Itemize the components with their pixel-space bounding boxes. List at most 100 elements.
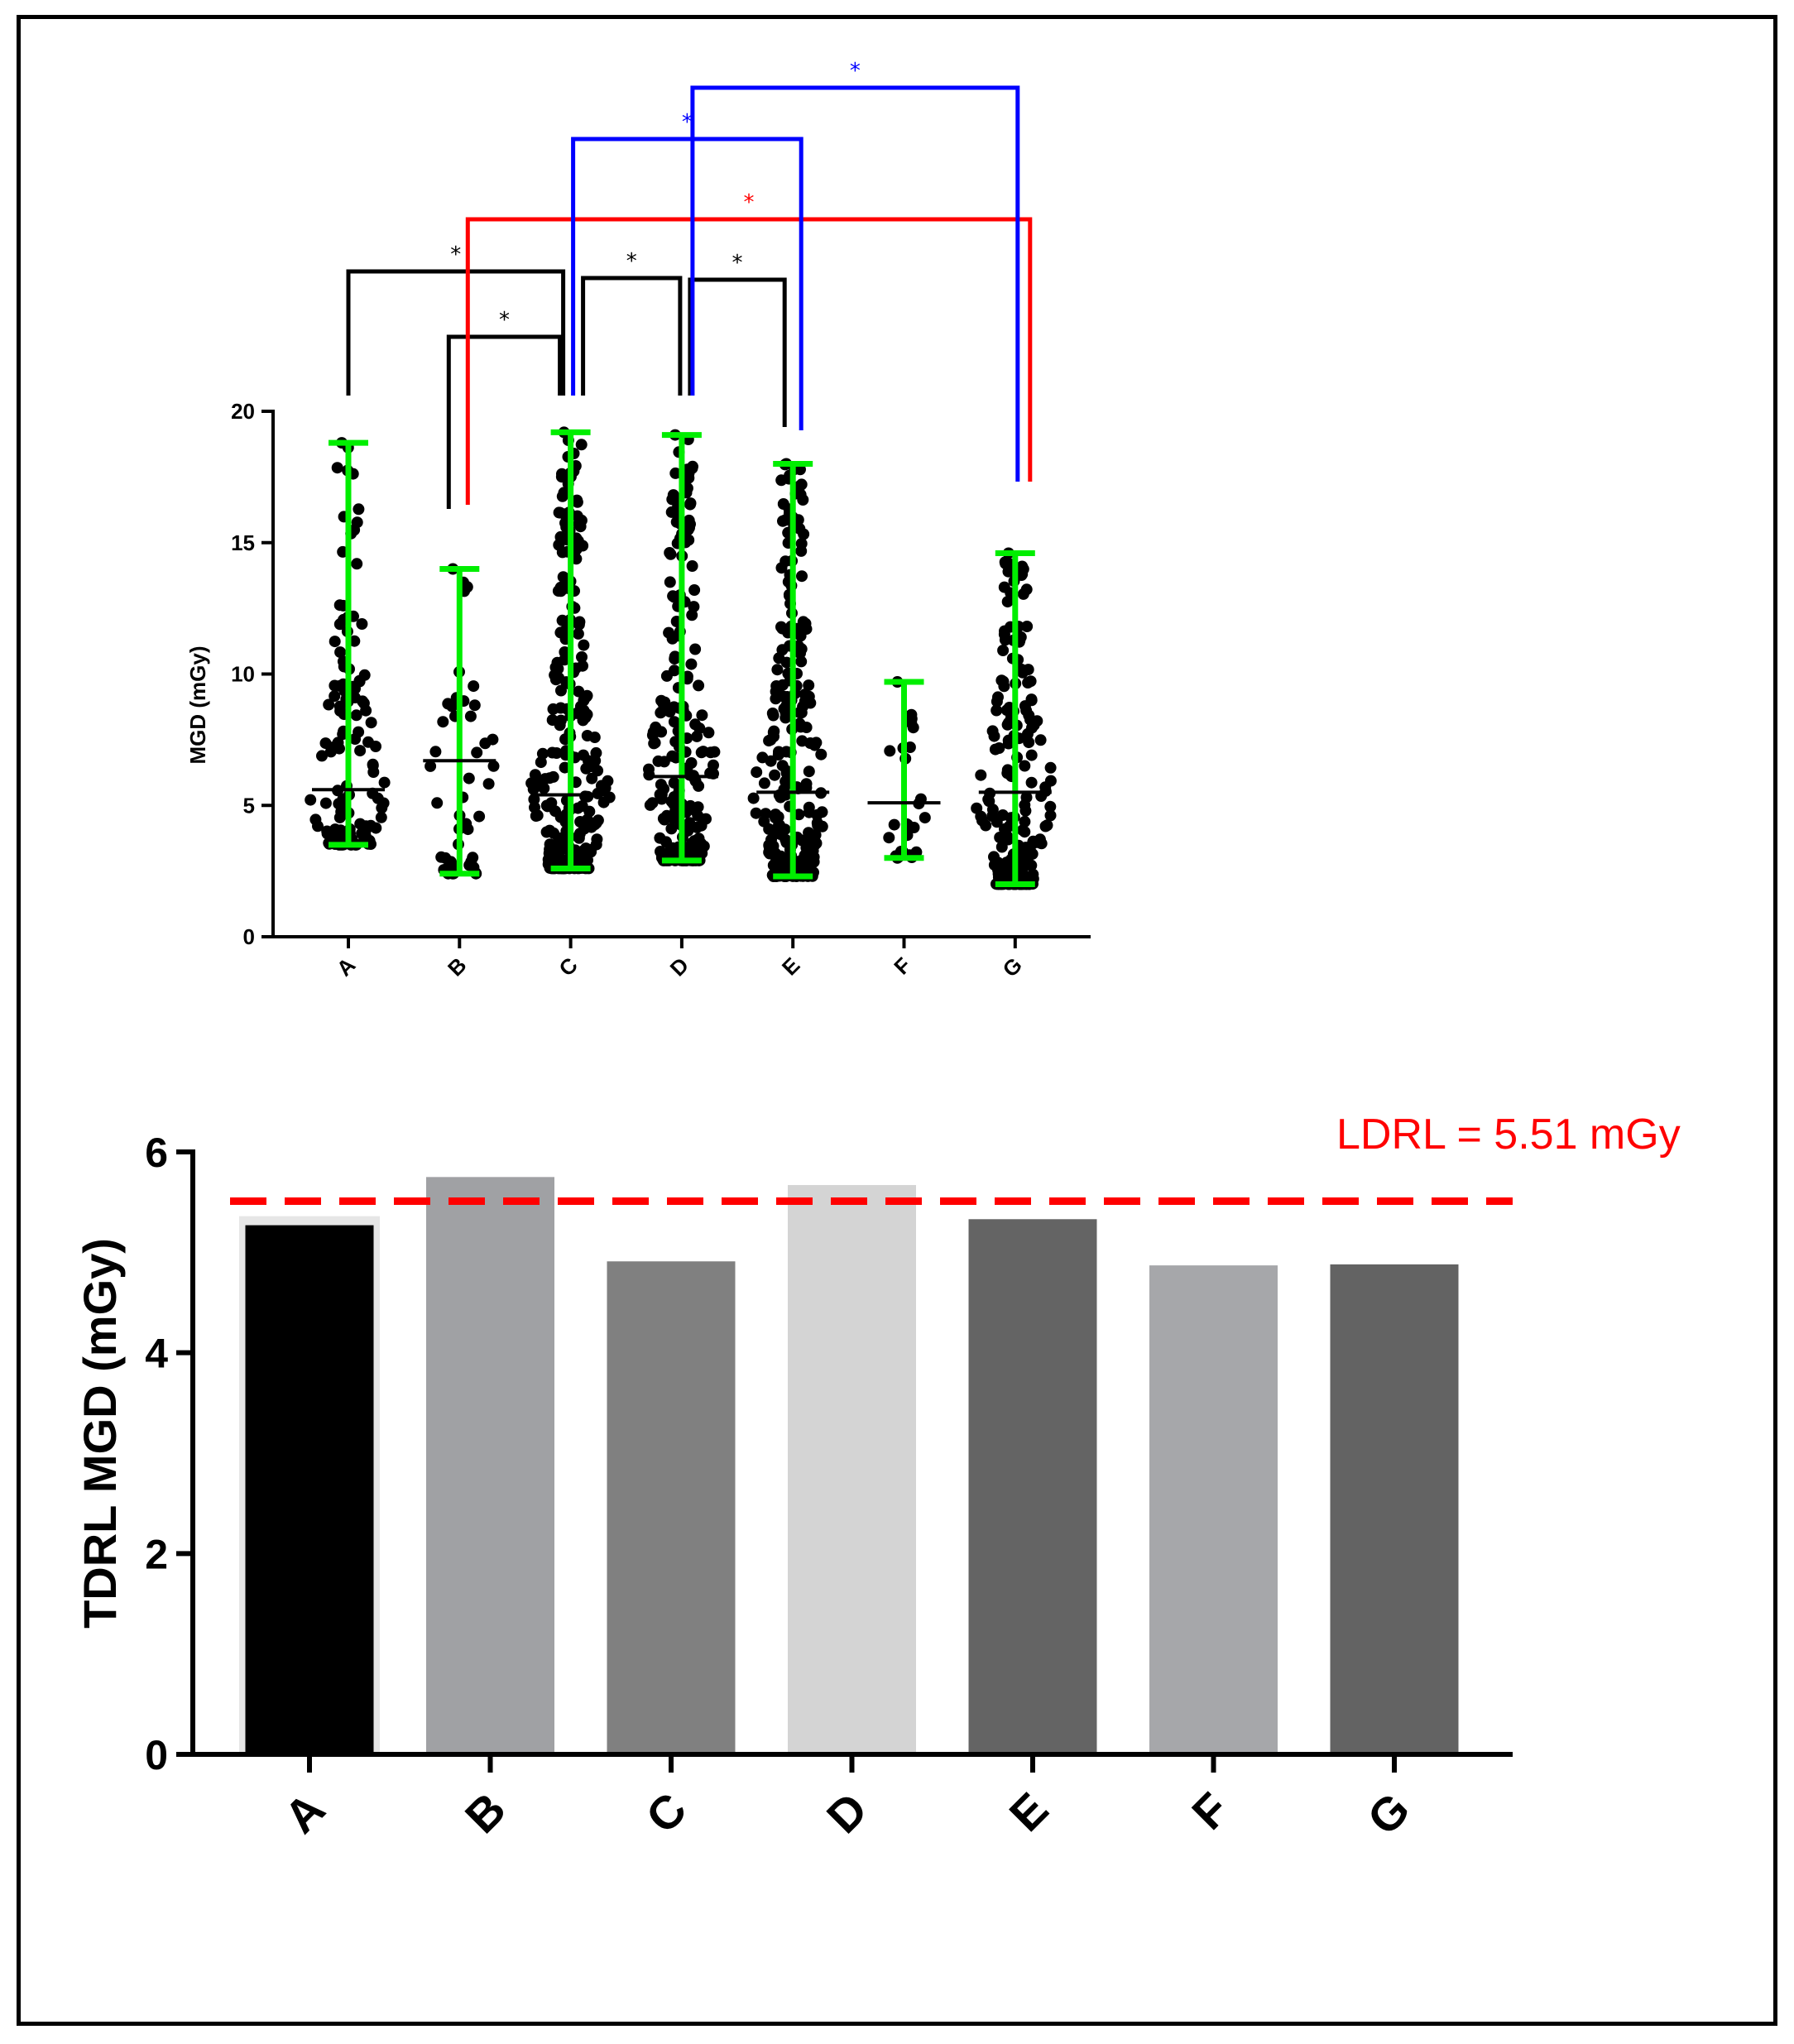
data-point: [780, 656, 793, 669]
data-point: [666, 750, 679, 762]
data-point: [1044, 809, 1057, 822]
data-point: [664, 703, 676, 716]
data-point: [668, 716, 680, 728]
data-point: [551, 656, 564, 669]
data-point: [547, 770, 559, 783]
data-point: [758, 777, 770, 789]
x-tick-label: G: [1357, 1783, 1419, 1845]
data-point: [554, 702, 567, 714]
data-point: [535, 776, 547, 789]
data-point: [1044, 761, 1057, 774]
data-point: [772, 811, 784, 823]
data-point: [333, 811, 346, 823]
data-point: [376, 802, 388, 814]
data-point: [683, 472, 695, 484]
data-point: [321, 825, 333, 837]
x-tick-label: D: [817, 1783, 877, 1843]
data-point: [777, 498, 789, 510]
data-point: [796, 735, 808, 747]
significance-bracket: [688, 277, 787, 427]
data-point: [590, 746, 602, 759]
data-point: [1001, 596, 1014, 608]
data-point: [319, 797, 332, 809]
data-point: [1002, 833, 1015, 846]
data-point: [708, 746, 721, 758]
data-point: [652, 755, 664, 767]
data-point: [572, 856, 584, 868]
data-point: [988, 730, 1000, 742]
data-point: [995, 674, 1008, 687]
x-ticks: A B C D E F G: [274, 1754, 1419, 1845]
data-point: [803, 679, 815, 692]
data-point: [576, 651, 588, 663]
data-point: [883, 832, 895, 844]
data-point: [648, 737, 660, 750]
data-point: [581, 708, 593, 721]
x-tick-label: C: [636, 1783, 696, 1843]
y-tick-label: 20: [231, 399, 255, 424]
data-point: [549, 805, 561, 818]
data-point: [462, 823, 474, 836]
data-point: [654, 789, 666, 801]
data-point: [767, 709, 779, 722]
significance-star: *: [450, 242, 461, 267]
data-point: [708, 759, 719, 771]
data-point: [464, 710, 477, 722]
data-point: [800, 722, 813, 733]
data-point: [693, 780, 705, 792]
data-point: [553, 841, 565, 853]
data-point: [572, 627, 584, 640]
data-point: [760, 808, 772, 820]
significance-star: *: [732, 251, 743, 276]
data-point: [572, 802, 584, 814]
data-point: [798, 528, 810, 540]
data-point: [577, 660, 588, 672]
data-point: [982, 793, 995, 805]
y-tick-label: 10: [231, 662, 255, 687]
data-point: [919, 812, 931, 824]
data-point: [992, 871, 1005, 883]
data-point: [688, 584, 701, 596]
x-tick-label: C: [554, 952, 583, 981]
data-point: [581, 730, 593, 741]
data-point: [799, 617, 812, 630]
data-point: [771, 664, 784, 676]
data-point: [971, 802, 983, 814]
y-axis-label: TDRL MGD (mGy): [74, 1238, 126, 1629]
data-point: [348, 635, 361, 647]
data-point: [1026, 847, 1039, 860]
data-point: [1000, 704, 1013, 717]
data-point: [350, 709, 362, 722]
significance-bracket: [465, 217, 1033, 505]
data-point: [772, 851, 784, 863]
data-point: [696, 709, 708, 722]
data-point: [1016, 866, 1029, 878]
data-point: [991, 704, 1003, 717]
y-tick-label: 4: [145, 1331, 168, 1377]
data-point: [557, 571, 569, 583]
data-point: [751, 766, 763, 779]
data-point: [555, 535, 568, 546]
data-point: [695, 746, 708, 759]
data-point: [683, 514, 695, 526]
data-point: [546, 714, 559, 727]
data-point: [586, 772, 598, 784]
data-point: [998, 628, 1010, 641]
data-point: [332, 737, 344, 749]
bar: [968, 1219, 1097, 1754]
x-ticks: A B C D E F G: [332, 937, 1027, 982]
ldrl-label: LDRL = 5.51 mGy: [1336, 1111, 1681, 1159]
data-point: [803, 827, 815, 839]
data-point: [1002, 734, 1015, 746]
x-tick-label: E: [1000, 1783, 1058, 1841]
data-point: [689, 643, 702, 655]
data-point: [574, 816, 587, 828]
data-point: [353, 503, 365, 516]
data-point: [1044, 800, 1057, 813]
significance-star: *: [499, 308, 510, 333]
data-point: [544, 838, 556, 851]
x-tick-label: D: [665, 952, 693, 981]
data-point: [685, 658, 698, 670]
data-point: [992, 691, 1004, 703]
data-point: [664, 547, 676, 559]
